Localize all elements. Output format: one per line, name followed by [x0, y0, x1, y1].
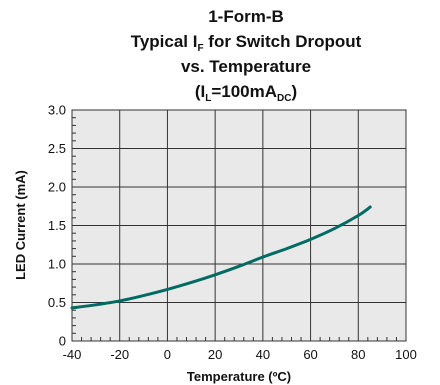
chart-title-line-4: (IL=100mADC) — [195, 82, 297, 104]
series-layer — [70, 205, 372, 310]
chart-title-line-1: 1-Form-B — [208, 7, 284, 26]
series-line — [70, 205, 372, 310]
chart-title-line-4-sub-1: L — [205, 93, 211, 104]
x-tick-label: -20 — [110, 347, 129, 362]
chart-title-line-2: Typical IF for Switch Dropout — [131, 32, 362, 54]
chart-title-line-3: vs. Temperature — [181, 57, 311, 76]
y-tick-labels: 0 0.5 1.0 1.5 2.0 2.5 3.0 — [48, 103, 66, 349]
y-tick-label: 1.0 — [48, 257, 66, 272]
y-tick-label: 1.5 — [48, 218, 66, 233]
x-tick-label: 60 — [303, 347, 317, 362]
minor-ticks — [72, 117, 397, 341]
x-tick-label: 0 — [164, 347, 171, 362]
y-tick-label: 3.0 — [48, 103, 66, 118]
chart-title-line-4-part-1: (I — [195, 82, 205, 101]
x-tick-label: 40 — [256, 347, 270, 362]
y-tick-label: 0 — [59, 334, 66, 349]
chart-title-line-4-sub-2: DC — [277, 93, 291, 104]
x-tick-label: -40 — [63, 347, 82, 362]
plot-frame — [71, 109, 407, 342]
chart-title-line-2-sub: F — [197, 43, 203, 54]
y-axis-label: LED Current (mA) — [13, 170, 28, 280]
x-tick-label: 80 — [351, 347, 365, 362]
chart-title-line-4-part-2: =100mA — [211, 82, 277, 101]
chart-title-line-2-part-1: Typical I — [131, 32, 198, 51]
y-tick-label: 2.0 — [48, 180, 66, 195]
y-tick-label: 0.5 — [48, 295, 66, 310]
y-tick-label: 2.5 — [48, 141, 66, 156]
x-tick-label: 100 — [395, 347, 417, 362]
x-tick-labels: -40 -20 0 20 40 60 80 100 — [63, 347, 417, 362]
x-tick-label: 20 — [208, 347, 222, 362]
grid-lines — [72, 110, 406, 341]
x-axis-label: Temperature (ºC) — [187, 369, 291, 384]
chart-title-line-2-part-2: for Switch Dropout — [204, 32, 362, 51]
chart-title-line-4-part-3: ) — [291, 82, 297, 101]
